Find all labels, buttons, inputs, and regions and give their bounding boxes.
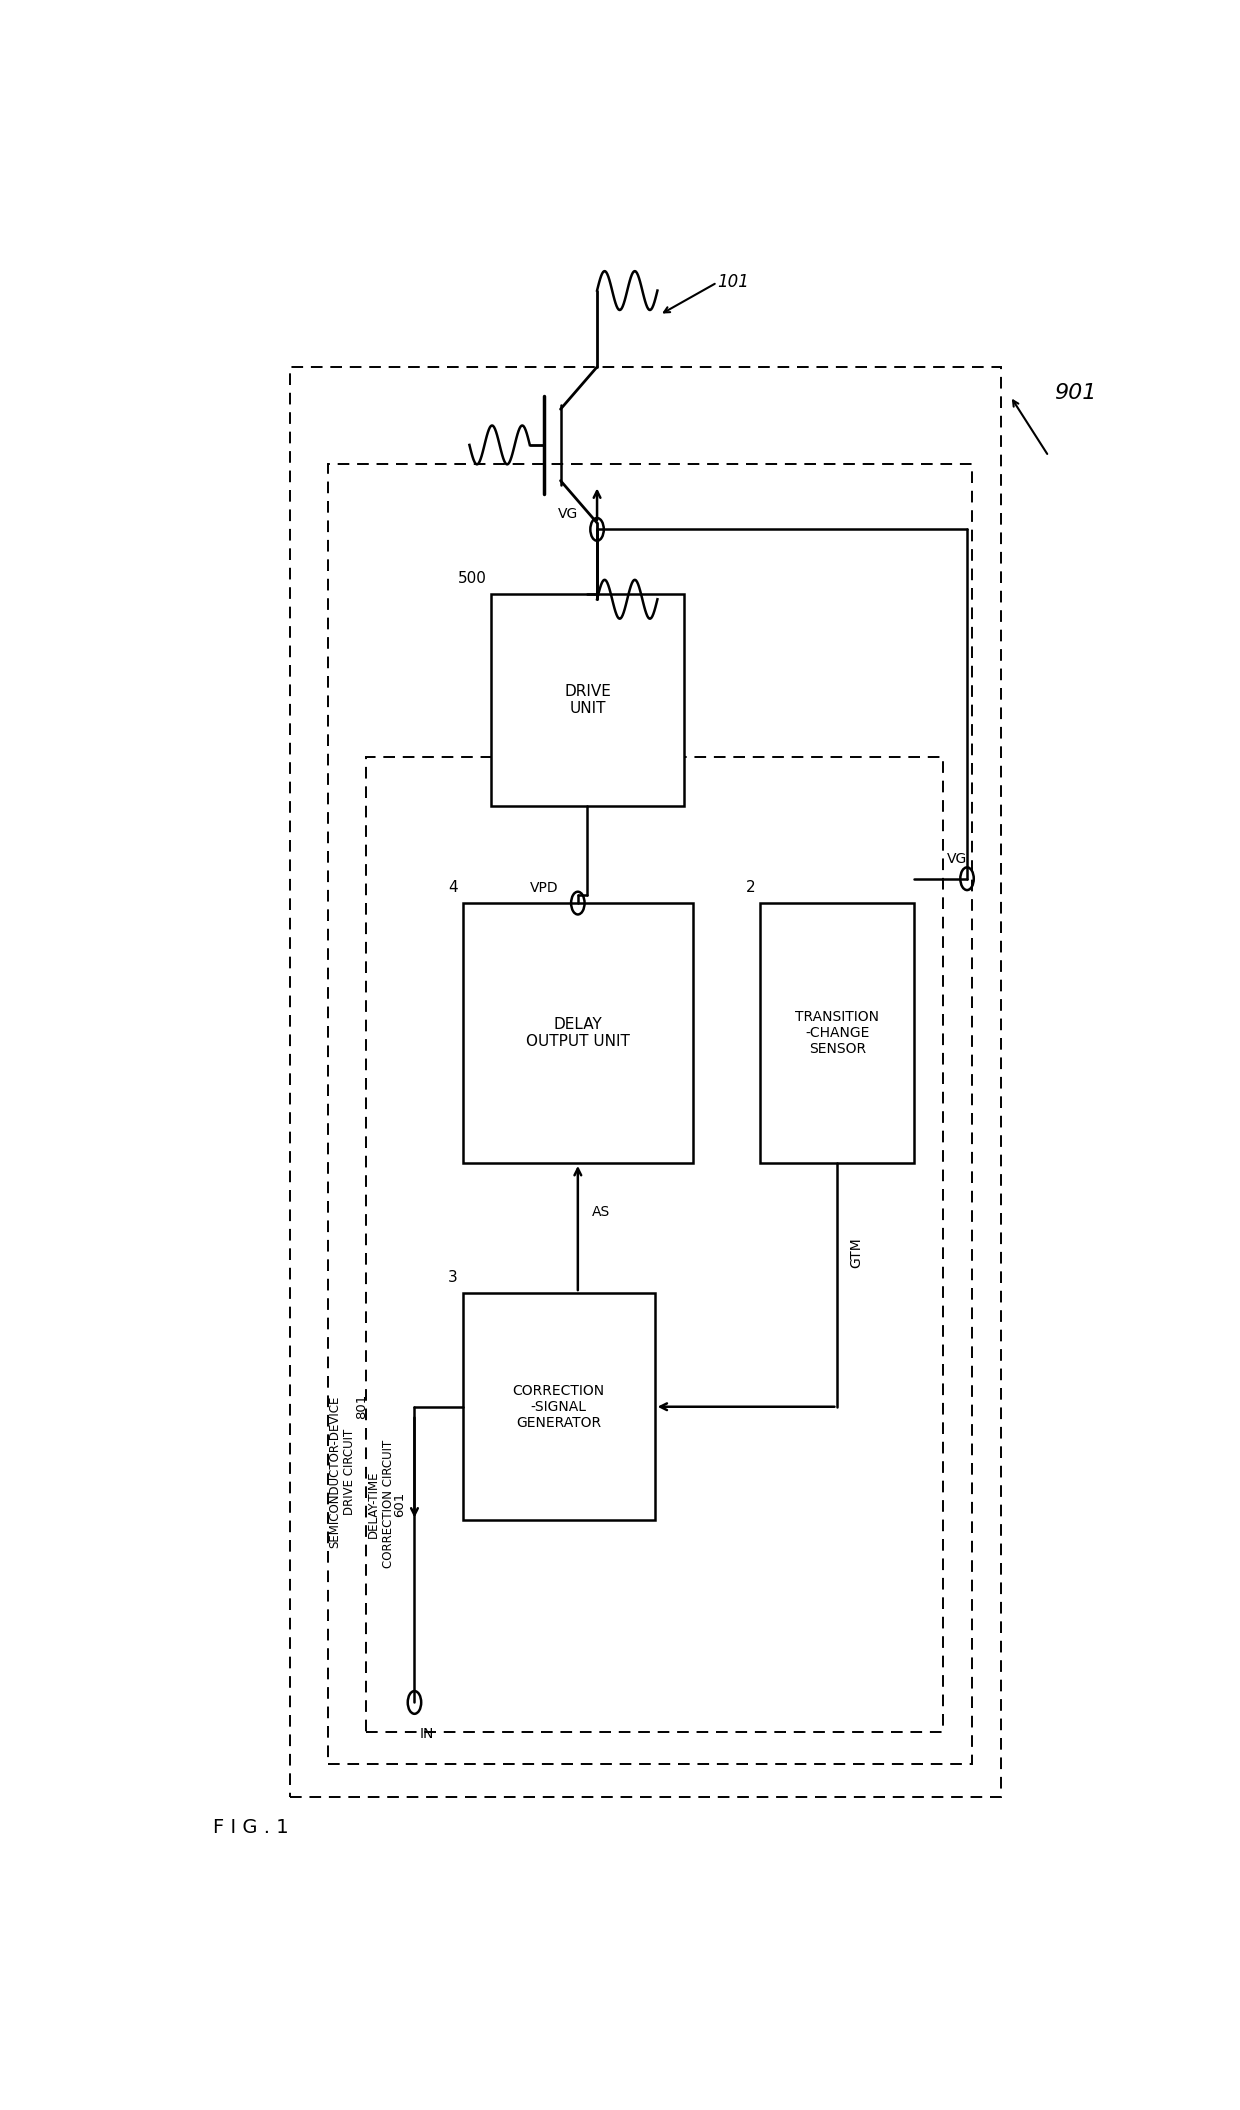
Polygon shape [491, 595, 683, 806]
Text: 3: 3 [448, 1270, 458, 1285]
Text: DELAY
OUTPUT UNIT: DELAY OUTPUT UNIT [526, 1017, 630, 1049]
Text: 801: 801 [355, 1395, 368, 1420]
Text: IN: IN [419, 1726, 434, 1741]
Polygon shape [463, 1293, 655, 1521]
Text: AS: AS [593, 1205, 610, 1220]
Text: DRIVE
UNIT: DRIVE UNIT [564, 684, 611, 715]
Text: 4: 4 [448, 880, 458, 895]
Text: 101: 101 [717, 274, 749, 291]
Text: 500: 500 [458, 572, 486, 587]
Text: GTM: GTM [849, 1236, 863, 1268]
Text: F I G . 1: F I G . 1 [213, 1819, 288, 1838]
Text: DELAY-TIME
CORRECTION CIRCUIT: DELAY-TIME CORRECTION CIRCUIT [367, 1441, 394, 1568]
Polygon shape [760, 903, 914, 1163]
Text: CORRECTION
-SIGNAL
GENERATOR: CORRECTION -SIGNAL GENERATOR [512, 1384, 605, 1431]
Text: VPD: VPD [529, 882, 558, 895]
Text: 901: 901 [1054, 384, 1096, 403]
Text: 601: 601 [393, 1492, 407, 1517]
Polygon shape [463, 903, 693, 1163]
Text: VG: VG [947, 852, 967, 865]
Text: SEMICONDUCTOR-DEVICE
DRIVE CIRCUIT: SEMICONDUCTOR-DEVICE DRIVE CIRCUIT [329, 1395, 356, 1549]
Text: VG: VG [558, 506, 578, 521]
Text: TRANSITION
-CHANGE
SENSOR: TRANSITION -CHANGE SENSOR [795, 1011, 879, 1057]
Text: 2: 2 [746, 880, 755, 895]
